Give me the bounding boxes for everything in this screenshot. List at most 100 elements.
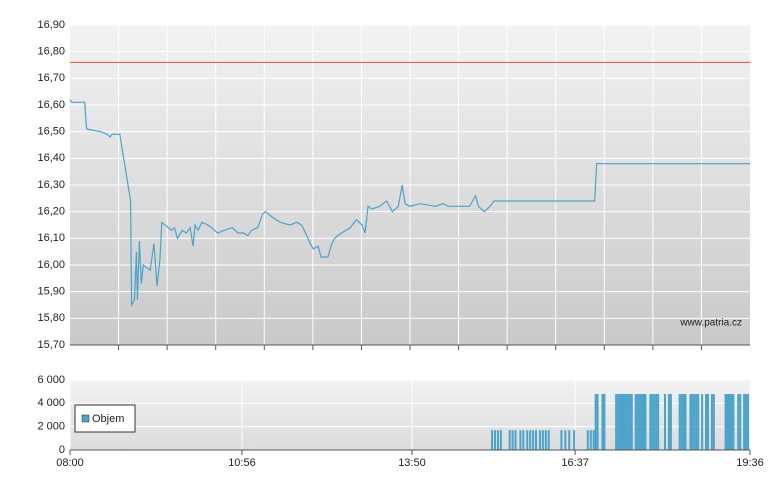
bar [596, 394, 599, 450]
y-tick-label: 16,20 [37, 206, 65, 218]
bar [684, 394, 687, 450]
bar [603, 394, 606, 450]
bar [724, 394, 727, 450]
bar [664, 394, 666, 450]
bar [693, 394, 696, 450]
bar [710, 394, 713, 450]
bar [514, 430, 517, 450]
bar [508, 430, 511, 450]
bar [499, 430, 502, 450]
y-tick-label: 6 000 [37, 374, 65, 386]
y-tick-label: 16,60 [37, 99, 65, 111]
x-tick-label: 13:50 [398, 457, 426, 469]
y-tick-label: 16,10 [37, 232, 65, 244]
bar [669, 394, 672, 450]
bar [532, 430, 535, 450]
bar [739, 394, 742, 450]
bar [712, 394, 715, 450]
bar [594, 394, 597, 450]
y-tick-label: 16,50 [37, 126, 65, 138]
y-tick-label: 15,70 [37, 339, 65, 351]
watermark: www.patria.cz [679, 318, 742, 329]
bar [511, 430, 514, 450]
bar [732, 394, 735, 450]
y-tick-label: 16,30 [37, 179, 65, 191]
bar [678, 394, 681, 450]
bar [701, 394, 704, 450]
bar [621, 394, 624, 450]
bar [726, 394, 729, 450]
bar [601, 394, 604, 450]
x-tick-label: 19:36 [736, 457, 764, 469]
bar [494, 430, 496, 450]
bar [657, 394, 660, 450]
bar [491, 430, 494, 450]
bar [622, 394, 625, 450]
bar [653, 394, 656, 450]
legend-label: Objem [92, 413, 124, 425]
y-tick-label: 16,80 [37, 46, 65, 58]
bar [547, 430, 550, 450]
x-tick-label: 10:56 [228, 457, 256, 469]
bar [541, 430, 544, 450]
bar [651, 394, 654, 450]
y-tick-label: 16,70 [37, 72, 65, 84]
bar [535, 430, 538, 450]
bar [737, 394, 740, 450]
bar [496, 430, 499, 450]
y-tick-label: 15,90 [37, 286, 65, 298]
bar [529, 430, 532, 450]
bar [689, 394, 692, 450]
y-tick-label: 16,00 [37, 259, 65, 271]
bar [630, 394, 633, 450]
bar [680, 394, 683, 450]
bar [640, 394, 643, 450]
bar [573, 430, 576, 450]
bar [624, 394, 627, 450]
bar [695, 394, 698, 450]
bar [682, 394, 685, 450]
bar [526, 430, 529, 450]
bar [592, 430, 595, 450]
y-tick-label: 2 000 [37, 421, 65, 433]
bar [615, 394, 618, 450]
bar [706, 394, 709, 450]
bar [638, 394, 641, 450]
y-tick-label: 0 [59, 444, 65, 456]
plot-background [70, 380, 750, 450]
bar [560, 430, 563, 450]
bar [619, 394, 622, 450]
y-tick-label: 16,90 [37, 19, 65, 31]
bar [743, 394, 746, 450]
bar [649, 394, 652, 450]
bar [617, 394, 620, 450]
bar [626, 394, 629, 450]
bar [655, 394, 658, 450]
bar [745, 394, 748, 450]
x-tick-label: 16:37 [561, 457, 589, 469]
bar [519, 430, 522, 450]
bar [586, 430, 589, 450]
bar [691, 394, 694, 450]
bar [642, 394, 645, 450]
bar [730, 394, 733, 450]
bar [589, 430, 592, 450]
price-line [69, 99, 750, 308]
bar [628, 394, 631, 450]
x-tick-label: 08:00 [56, 457, 84, 469]
bar [538, 430, 541, 450]
bar [634, 394, 637, 450]
bar [697, 394, 700, 450]
y-tick-label: 15,80 [37, 312, 65, 324]
bar [747, 394, 750, 450]
bar [728, 394, 731, 450]
bar [522, 430, 525, 450]
y-tick-label: 4 000 [37, 397, 65, 409]
bar [644, 394, 647, 450]
bar [667, 394, 670, 450]
bar [544, 430, 547, 450]
y-tick-label: 16,40 [37, 152, 65, 164]
bar [705, 394, 708, 450]
bar [564, 430, 567, 450]
bar [568, 430, 571, 450]
